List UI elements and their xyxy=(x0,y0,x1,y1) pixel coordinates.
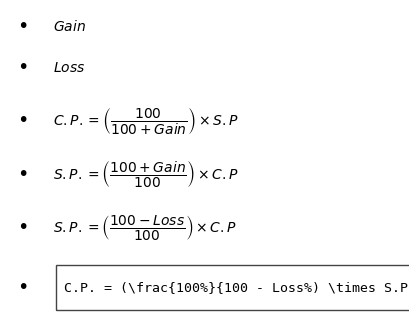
Text: $\it{Loss}$: $\it{Loss}$ xyxy=(53,61,85,74)
Text: $\it{Gain}$: $\it{Gain}$ xyxy=(53,19,86,34)
Text: $C.P. = \left(\dfrac{100}{100 + Gain}\right) \times S.P$: $C.P. = \left(\dfrac{100}{100 + Gain}\ri… xyxy=(53,106,238,136)
Text: $S.P. = \left(\dfrac{100 - Loss}{100}\right) \times C.P$: $S.P. = \left(\dfrac{100 - Loss}{100}\ri… xyxy=(53,213,237,242)
Text: •: • xyxy=(17,218,28,237)
Text: •: • xyxy=(17,58,28,77)
Text: •: • xyxy=(17,165,28,184)
Text: $S.P. = \left(\dfrac{100 + Gain}{100}\right) \times C.P$: $S.P. = \left(\dfrac{100 + Gain}{100}\ri… xyxy=(53,159,238,189)
Text: •: • xyxy=(17,17,28,36)
Text: •: • xyxy=(17,111,28,130)
Text: •: • xyxy=(17,278,28,297)
Text: C.P. = (\frac{100%}{100 - Loss%) \times S.P: C.P. = (\frac{100%}{100 - Loss%) \times … xyxy=(63,281,407,294)
